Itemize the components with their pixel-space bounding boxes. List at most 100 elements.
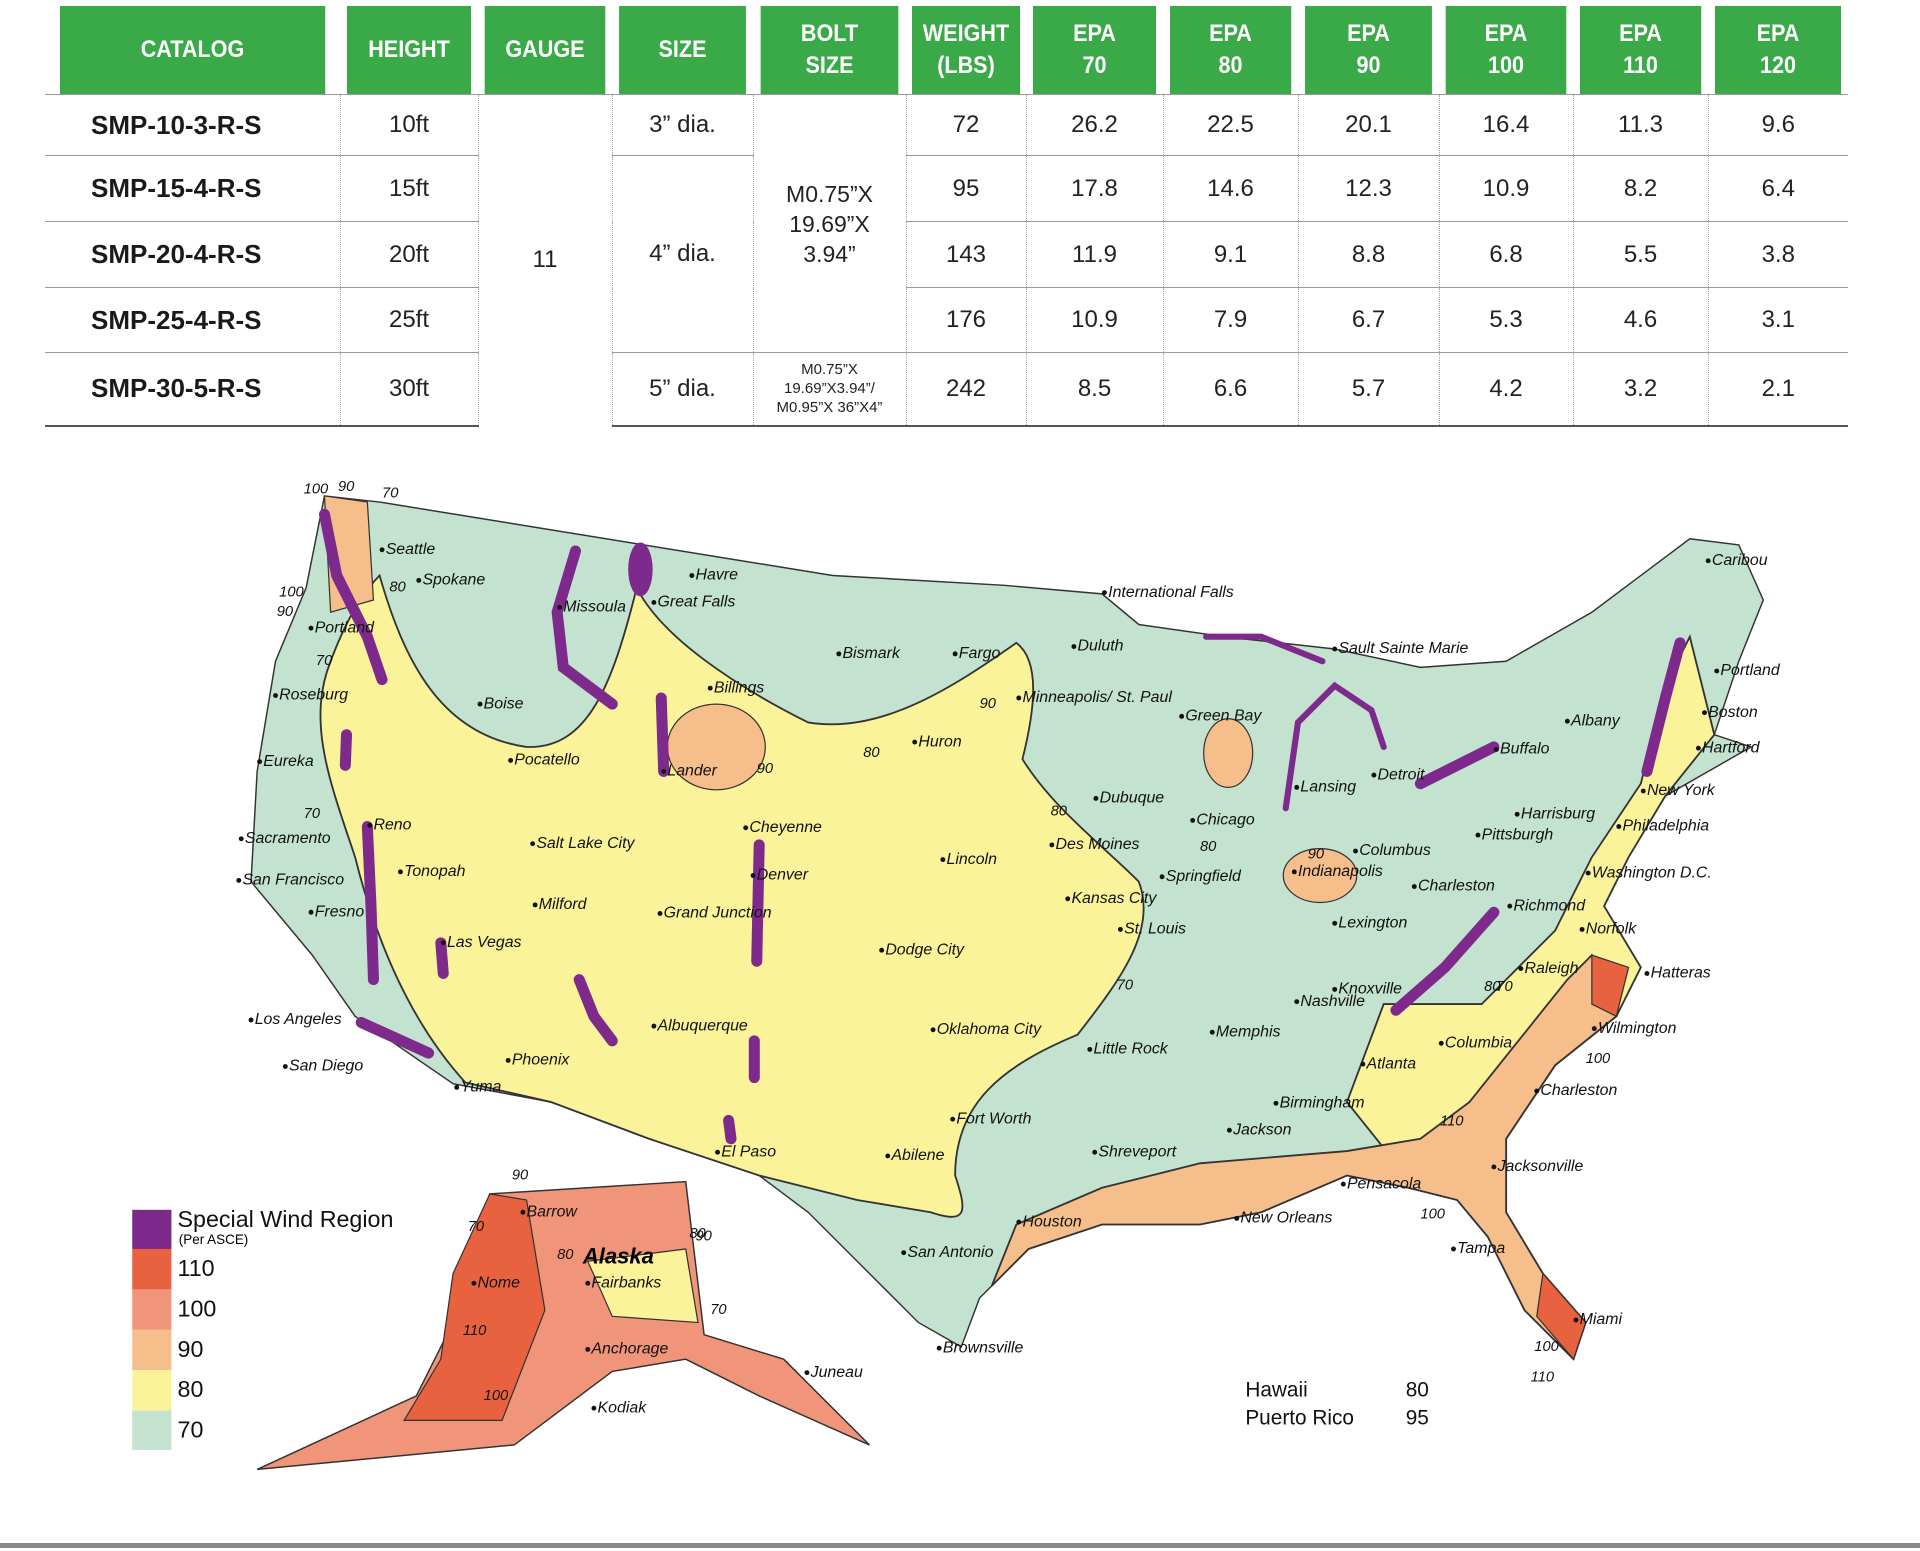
table-row: SMP-25-4-R-S 25ft 176 10.9 7.9 6.7 5.3 4.6 3.1 <box>45 287 1848 353</box>
contour-label: 100 <box>484 1388 509 1404</box>
city-label: Raleigh <box>1525 960 1579 977</box>
height-cell: 25ft <box>339 287 478 353</box>
city-dot <box>1092 1149 1098 1155</box>
special-region <box>339 729 353 771</box>
city-dot <box>520 1209 526 1215</box>
contour-label: 90 <box>512 1167 529 1183</box>
city-label: Hatteras <box>1651 965 1711 982</box>
city-dot <box>1291 869 1297 875</box>
territory-name: Puerto Rico <box>1245 1407 1354 1430</box>
city-dot <box>1491 1164 1497 1170</box>
height-cell: 20ft <box>339 221 478 288</box>
city-label: San Diego <box>289 1058 363 1075</box>
epa-cell: 9.1 <box>1162 221 1298 288</box>
city-dot <box>530 841 536 847</box>
city-label: Fargo <box>959 645 1001 662</box>
city-dot <box>804 1370 810 1376</box>
city-dot <box>1340 1181 1346 1187</box>
city-label: San Antonio <box>907 1244 993 1261</box>
special-region <box>628 542 653 597</box>
contour-label: 90 <box>980 696 997 712</box>
city-label: International Falls <box>1108 584 1234 601</box>
spec-table: CATALOG HEIGHT GAUGE SIZE BOLT SIZE WEIGHT (L… <box>45 6 1848 427</box>
special-region <box>318 508 388 686</box>
contour-label: 110 <box>1440 1114 1464 1130</box>
city-label: Chicago <box>1196 812 1255 829</box>
city-label: Portland <box>1720 662 1780 679</box>
city-dot <box>657 911 663 916</box>
city-label: Phoenix <box>512 1052 571 1069</box>
territory-name: Hawaii <box>1245 1379 1307 1402</box>
city-dot <box>282 1064 288 1069</box>
alaska-110 <box>403 1193 546 1422</box>
city-label: Detroit <box>1378 766 1425 783</box>
city-label: Anchorage <box>590 1341 668 1358</box>
city-label: Yuma <box>460 1079 501 1096</box>
contour-label: 70 <box>316 653 333 669</box>
legend-swatch <box>132 1410 172 1450</box>
city-dot <box>1438 1040 1444 1046</box>
table-body: SMP-10-3-R-S 10ft 11 3” dia. M0.75”X 19.69”X… <box>45 94 1848 427</box>
weight-cell: 176 <box>905 287 1026 353</box>
city-dot <box>416 577 422 583</box>
zone-100-110 <box>1536 954 1630 1361</box>
city-dot <box>1071 644 1077 649</box>
contour-label: 100 <box>1586 1051 1611 1067</box>
city-dot <box>1493 746 1499 752</box>
city-dot <box>901 1250 907 1256</box>
column-header: EPA 90 <box>1305 6 1432 95</box>
city-label: Charleston <box>1540 1082 1617 1099</box>
territory-speed: 95 <box>1406 1407 1429 1430</box>
city-label: Houston <box>1022 1213 1081 1230</box>
city-dot <box>715 1149 721 1155</box>
zone-90-in <box>1282 847 1358 904</box>
legend-label: 100 <box>178 1295 217 1321</box>
contour-label: 70 <box>1117 978 1134 994</box>
epa-cell: 26.2 <box>1025 94 1163 156</box>
city-dot <box>1332 920 1338 926</box>
zone-90 <box>990 953 1618 1361</box>
special-region <box>551 545 618 710</box>
city-dot <box>689 573 695 578</box>
special-region <box>1282 681 1387 812</box>
contour-label: 80 <box>863 745 880 761</box>
city-dot <box>591 1405 597 1411</box>
city-label: Lincoln <box>947 851 998 868</box>
city-dot <box>367 822 373 828</box>
city-label: Kansas City <box>1071 890 1157 907</box>
city-label: Philadelphia <box>1622 818 1709 835</box>
gauge-cell: 11 <box>477 94 612 426</box>
city-label: Columbus <box>1359 842 1431 859</box>
special-wind-regions <box>318 508 1686 1145</box>
city-dot <box>532 902 538 908</box>
city-label: Nome <box>478 1274 521 1291</box>
catalog-cell: SMP-20-4-R-S <box>45 221 340 288</box>
contour-label: 90 <box>1308 847 1325 863</box>
region-label: Alaska <box>582 1243 654 1268</box>
contour-label: 70 <box>710 1302 727 1318</box>
city-dot <box>1226 1127 1232 1133</box>
contour-label: 90 <box>338 479 355 495</box>
bolt-cell: M0.75”X 19.69”X 3.94” <box>752 94 906 353</box>
city-label: St. Louis <box>1124 921 1186 938</box>
legend-label: 70 <box>178 1417 204 1443</box>
city-label: Sacramento <box>245 830 331 847</box>
city-dot <box>471 1280 477 1286</box>
city-dot <box>1475 832 1481 838</box>
city-dot <box>477 701 483 707</box>
city-label: Buffalo <box>1500 741 1550 758</box>
city-dot <box>1016 1219 1022 1225</box>
epa-cell: 16.4 <box>1438 94 1573 156</box>
bolt-cell: M0.75”X 19.69”X3.94”/ M0.95”X 36”X4” <box>752 352 906 427</box>
epa-cell: 4.2 <box>1438 352 1573 427</box>
city-dot <box>1093 795 1099 801</box>
epa-cell: 12.3 <box>1297 155 1439 222</box>
city-label: Wilmington <box>1598 1020 1677 1037</box>
city-dot <box>440 940 446 946</box>
city-label: Miami <box>1580 1311 1623 1328</box>
city-dot <box>1209 1029 1215 1035</box>
city-label: Green Bay <box>1185 708 1262 725</box>
city-label: Caribou <box>1712 552 1768 569</box>
special-region <box>1414 741 1500 790</box>
